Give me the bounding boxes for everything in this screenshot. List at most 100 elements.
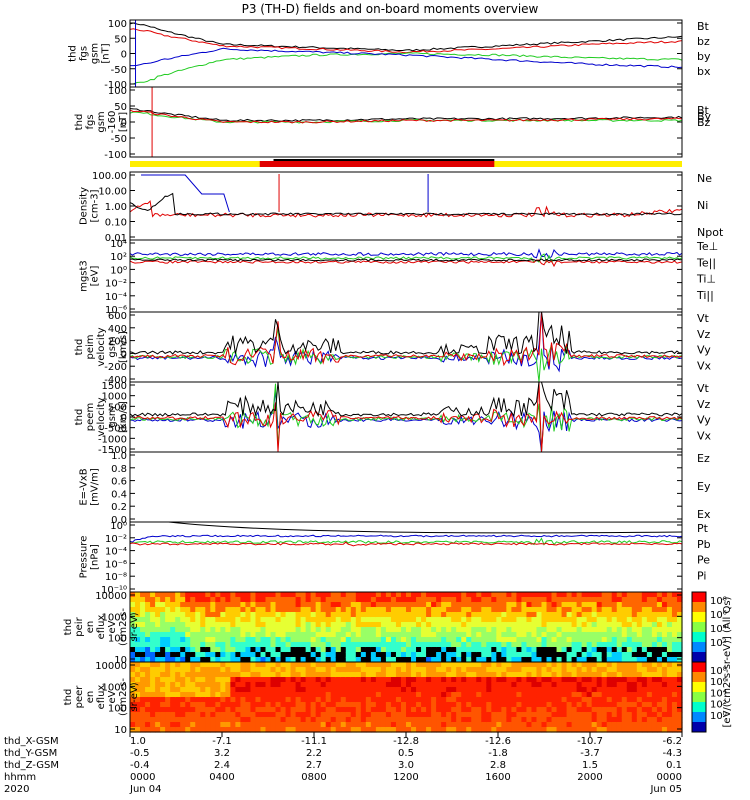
heat-cell [315,717,322,723]
heat-cell [230,672,236,678]
ylabel-line: fgs [79,46,90,61]
heat-cell [235,647,241,653]
heat-cell [390,722,397,728]
heat-cell [651,642,658,648]
heat-cell [411,632,417,638]
heat-cell [160,602,166,608]
ytick-label: -100 [104,150,127,161]
heat-cell [145,667,151,673]
heat-cell [160,597,166,603]
heat-cell [150,637,156,643]
heat-cell [355,677,362,683]
heat-cell [626,612,633,618]
heat-cell [676,657,683,663]
heat-cell [466,702,472,708]
heat-cell [536,682,543,688]
heat-cell [355,702,362,708]
heat-cell [496,722,502,728]
heat-cell [556,697,563,703]
heat-cell [656,622,663,628]
heat-cell [411,637,417,643]
heat-cell [641,687,648,693]
heat-cell [270,627,277,633]
heat-cell [591,627,598,633]
heat-cell [631,662,638,668]
heat-cell [255,662,262,668]
heat-cell [380,602,387,608]
heat-cell [215,722,221,728]
heat-cell [476,697,482,703]
heat-cell [571,667,578,673]
heat-cell [541,657,548,663]
heat-cell [461,627,467,633]
heat-cell [606,682,613,688]
heat-cell [491,707,497,713]
heat-cell [180,717,186,723]
heat-cell [375,717,382,723]
heat-cell [576,667,583,673]
heat-cell [566,632,573,638]
heat-cell [265,727,272,733]
heat-cell [335,612,342,618]
heat-cell [566,692,573,698]
heat-cell [456,637,462,643]
heat-cell [606,657,613,663]
heat-cell [636,717,643,723]
heat-cell [411,592,417,598]
heat-cell [566,662,573,668]
heat-cell [390,617,397,623]
heat-cell [456,662,462,668]
heat-cell [275,642,282,648]
heat-cell [205,707,211,713]
heat-cell [411,627,417,633]
heat-cell [641,627,648,633]
heat-cell [651,712,658,718]
heat-cell [501,712,507,718]
heat-cell [591,727,598,733]
heat-cell [380,612,387,618]
heat-cell [315,607,322,613]
heat-cell [591,652,598,658]
heat-cell [616,662,623,668]
heat-cell [155,632,161,638]
heat-cell [265,702,272,708]
heat-cell [290,712,297,718]
legend-entry: Vy [697,344,711,357]
heat-cell [355,647,362,653]
heat-cell [546,692,553,698]
heat-cell [210,672,216,678]
heat-cell [340,702,347,708]
heat-cell [601,687,608,693]
heat-cell [370,667,377,673]
heat-cell [451,637,457,643]
heat-cell [255,627,262,633]
heat-cell [606,667,613,673]
heat-cell [340,627,347,633]
heat-cell [491,682,497,688]
heat-cell [265,657,272,663]
heat-cell [195,657,201,663]
heat-cell [400,667,407,673]
heat-cell [511,612,517,618]
heat-cell [646,612,653,618]
heat-cell [461,667,467,673]
heat-cell [175,697,181,703]
heat-cell [320,642,327,648]
heat-cell [576,702,583,708]
heat-cell [145,617,151,623]
heat-cell [606,617,613,623]
heat-cell [516,627,523,633]
heat-cell [636,702,643,708]
heat-cell [611,687,618,693]
heat-cell [586,667,593,673]
heat-cell [135,657,141,663]
heat-cell [135,637,141,643]
heat-cell [506,627,512,633]
heat-cell [496,647,502,653]
heat-cell [651,697,658,703]
heat-cell [365,632,372,638]
heat-cell [220,632,226,638]
heat-cell [305,607,312,613]
heat-cell [601,727,608,733]
heat-cell [140,652,146,658]
